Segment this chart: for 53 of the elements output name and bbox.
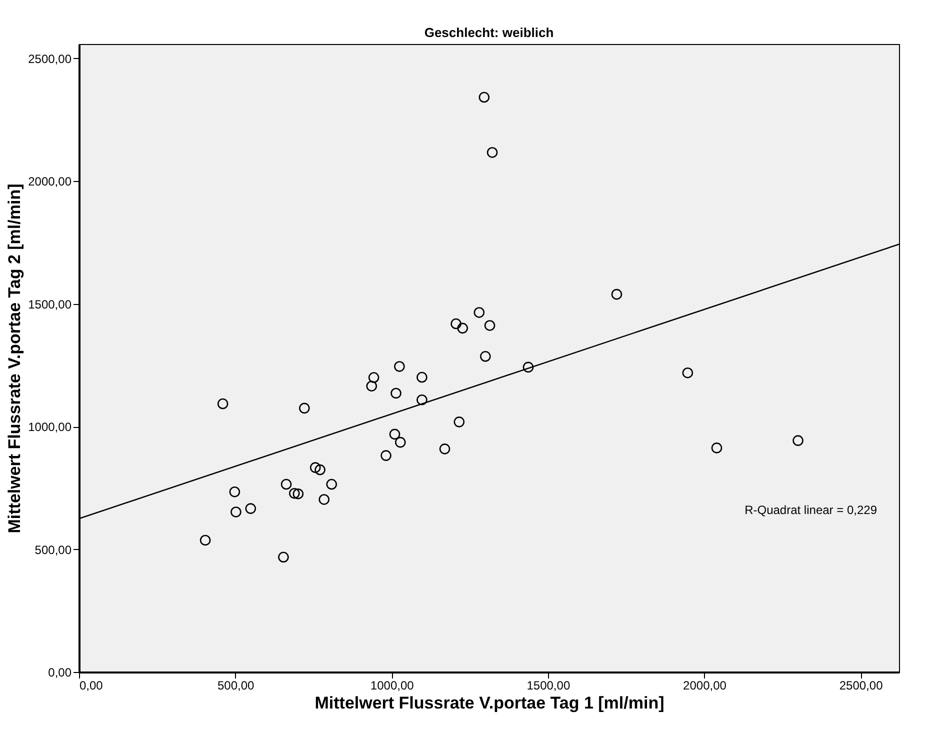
point xyxy=(390,388,402,399)
y-tick-label: 0,00 xyxy=(48,666,72,680)
point xyxy=(486,147,498,158)
point xyxy=(245,503,256,514)
point xyxy=(416,394,428,406)
point xyxy=(480,351,491,362)
point xyxy=(454,416,465,428)
y-tick-label: 2000,00 xyxy=(28,174,72,189)
point xyxy=(478,92,490,103)
x-tick-label: 500,00 xyxy=(217,678,254,692)
y-tick-label: 1500,00 xyxy=(28,297,72,312)
point xyxy=(394,436,406,448)
point xyxy=(474,307,485,318)
point xyxy=(318,494,330,505)
point xyxy=(278,552,289,563)
point xyxy=(230,506,242,518)
y-tick-label: 1000,00 xyxy=(28,420,72,434)
point xyxy=(380,450,392,461)
point xyxy=(682,367,694,378)
point xyxy=(711,442,722,454)
point xyxy=(310,462,321,473)
point xyxy=(326,478,337,490)
point xyxy=(394,361,405,372)
point xyxy=(439,444,450,454)
point xyxy=(522,362,534,373)
y-tick-label: 2500,00 xyxy=(28,52,72,66)
point xyxy=(450,318,462,330)
chart-title: Geschlecht: weiblich xyxy=(424,25,554,40)
point xyxy=(368,372,380,383)
point xyxy=(200,534,211,546)
point xyxy=(457,322,468,334)
y-tick-label: 500,00 xyxy=(34,542,72,557)
x-tick-label: 1500,00 xyxy=(526,678,570,692)
annotation: R-Quadrat linear = 0,229 xyxy=(744,503,878,517)
x-tick-label: 1000,00 xyxy=(370,678,414,692)
point xyxy=(217,398,228,410)
point xyxy=(484,320,496,331)
point xyxy=(792,435,804,446)
point xyxy=(292,488,304,500)
x-tick-label: 0,00 xyxy=(80,678,104,692)
point xyxy=(289,488,300,499)
x-axis-title: Mittelwert Flussrate V.portae Tag 1 [ml/min] xyxy=(314,694,664,712)
point xyxy=(299,402,310,414)
point xyxy=(389,428,400,440)
point xyxy=(416,372,428,383)
point xyxy=(229,486,240,498)
y-axis-title: Mittelwert Flussrate V.portae Tag 2 [ml/min] xyxy=(5,184,24,534)
point xyxy=(314,464,326,476)
x-tick-label: 2000,00 xyxy=(683,678,727,692)
point xyxy=(280,478,292,490)
x-tick-label: 2500,00 xyxy=(839,678,884,692)
point xyxy=(366,380,378,392)
point xyxy=(611,288,622,300)
